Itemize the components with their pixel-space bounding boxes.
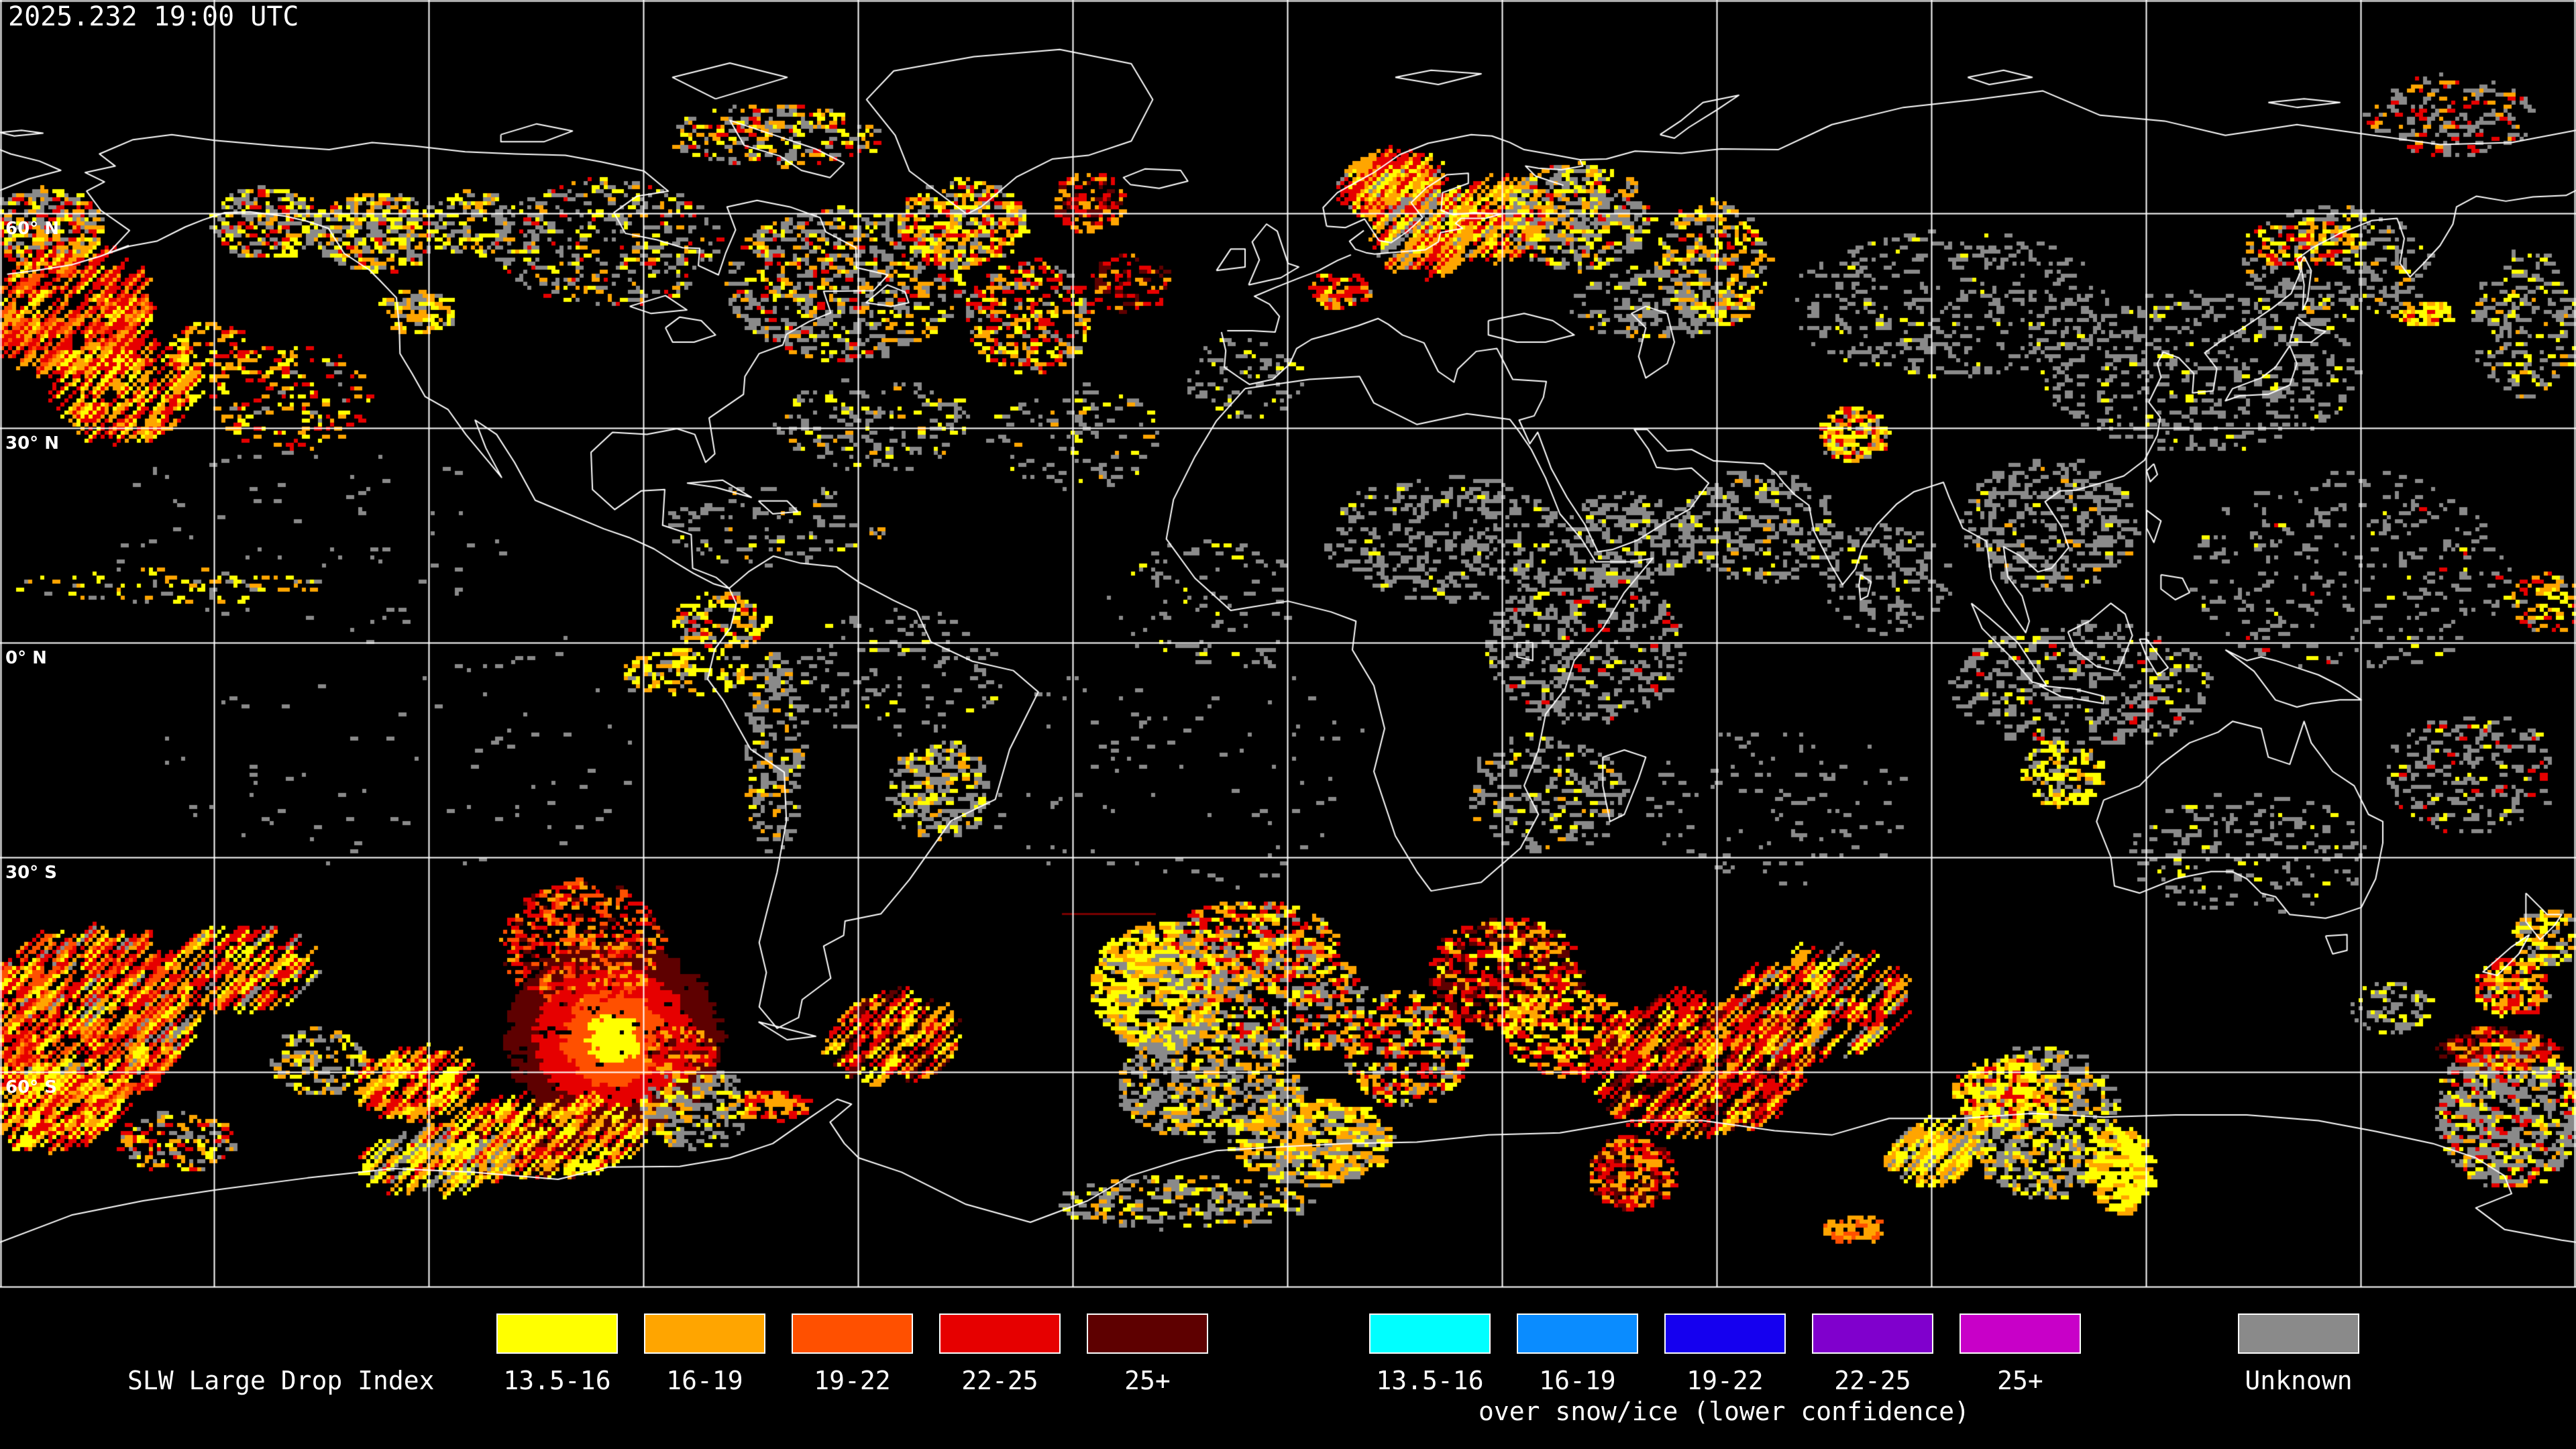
legend-label-liquid-13.5-16: 13.5-16 bbox=[503, 1366, 611, 1395]
legend-swatch-liquid-13.5-16 bbox=[496, 1313, 618, 1354]
legend-label-snow-16-19: 16-19 bbox=[1539, 1366, 1616, 1395]
legend-label-snow-19-22: 19-22 bbox=[1686, 1366, 1764, 1395]
legend-label-liquid-19-22: 19-22 bbox=[814, 1366, 891, 1395]
legend-swatch-snow-25+ bbox=[1960, 1313, 2081, 1354]
legend-label-liquid-16-19: 16-19 bbox=[666, 1366, 743, 1395]
lat-label-60s: 60° S bbox=[5, 1077, 57, 1097]
timestamp: 2025.232 19:00 UTC bbox=[8, 1, 299, 32]
legend-swatch-snow-13.5-16 bbox=[1369, 1313, 1491, 1354]
lat-label-30s: 30° S bbox=[5, 863, 57, 883]
lat-label-60n: 60° N bbox=[5, 219, 59, 239]
legend-swatch-liquid-22-25 bbox=[939, 1313, 1061, 1354]
legend-swatch-liquid-25+ bbox=[1087, 1313, 1208, 1354]
legend-swatch-liquid-19-22 bbox=[792, 1313, 913, 1354]
legend-swatch-snow-19-22 bbox=[1664, 1313, 1786, 1354]
lat-label-0n: 0° N bbox=[5, 648, 47, 668]
legend-label-liquid-22-25: 22-25 bbox=[961, 1366, 1038, 1395]
legend-swatch-liquid-16-19 bbox=[644, 1313, 765, 1354]
lat-label-30n: 30° N bbox=[5, 433, 59, 453]
legend-label-snow-22-25: 22-25 bbox=[1834, 1366, 1911, 1395]
legend-title: SLW Large Drop Index bbox=[127, 1366, 435, 1395]
legend-swatch-snow-22-25 bbox=[1812, 1313, 1933, 1354]
legend-label-unknown: Unknown bbox=[2245, 1366, 2353, 1395]
legend-label-snow-25+: 25+ bbox=[1997, 1366, 2043, 1395]
legend-label-liquid-25+: 25+ bbox=[1124, 1366, 1171, 1395]
legend-label-snow-13.5-16: 13.5-16 bbox=[1376, 1366, 1484, 1395]
legend-swatch-snow-16-19 bbox=[1517, 1313, 1638, 1354]
legend-snow-caption: over snow/ice (lower confidence) bbox=[1478, 1397, 1970, 1426]
legend-swatch-unknown bbox=[2238, 1313, 2359, 1354]
